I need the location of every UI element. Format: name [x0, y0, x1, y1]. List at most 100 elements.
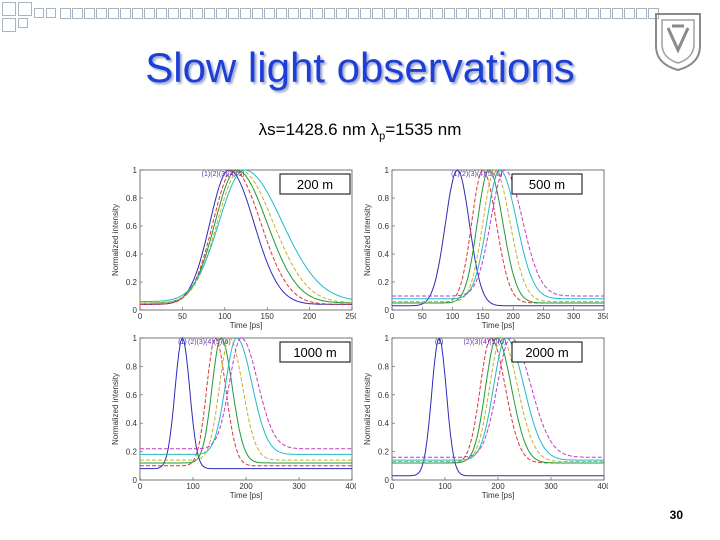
x-tick-label: 200: [303, 312, 317, 321]
decorative-square: [384, 8, 395, 19]
length-label: 2000 m: [525, 345, 568, 360]
decorative-square: [504, 8, 515, 19]
peak-labels: (2)(3)(4)(5)(6): [188, 339, 231, 346]
y-tick-label: 1: [385, 166, 390, 175]
decorative-square: [2, 2, 16, 16]
peak-labels: (2)(3)(4)(5)(6): [464, 339, 507, 346]
y-tick-label: 0.4: [126, 250, 138, 259]
decorative-square: [240, 8, 251, 19]
y-tick-label: 0: [385, 306, 390, 315]
decorative-squares: [0, 0, 720, 40]
decorative-square: [192, 8, 203, 19]
decorative-square: [228, 8, 239, 19]
x-tick-label: 150: [261, 312, 275, 321]
decorative-square: [480, 8, 491, 19]
decorative-square: [528, 8, 539, 19]
decorative-square: [108, 8, 119, 19]
chart-1000m: 0 0.2 0.4 0.6 0.8 1 0 100 200 300 400 Time [ps] Norm…: [108, 330, 356, 502]
y-tick-label: 1: [385, 334, 390, 343]
y-tick-label: 0.4: [378, 250, 390, 259]
y-axis-label: Normalized intensity: [111, 204, 120, 276]
x-tick-label: 50: [418, 312, 427, 321]
y-tick-label: 0: [385, 476, 390, 485]
series-line: [392, 337, 604, 477]
series-line: [140, 169, 352, 305]
series-line: [140, 337, 352, 455]
series-line: [140, 169, 352, 304]
x-tick-label: 100: [438, 482, 452, 491]
decorative-square: [180, 8, 191, 19]
decorative-square: [18, 2, 32, 16]
decorative-square: [420, 8, 431, 19]
x-tick-label: 0: [138, 482, 143, 491]
series-line: [392, 337, 604, 462]
y-tick-label: 0.4: [126, 419, 138, 428]
x-tick-label: 300: [544, 482, 558, 491]
y-tick-label: 0.6: [378, 222, 390, 231]
series-line: [392, 337, 604, 458]
series-line: [140, 169, 353, 303]
series-line: [140, 169, 353, 304]
first-peak-label: (1): [178, 339, 187, 346]
decorative-square: [300, 8, 311, 19]
series-line: [392, 169, 604, 307]
subtitle-subscript: p: [379, 130, 386, 143]
series-line: [392, 169, 604, 304]
decorative-square: [624, 8, 635, 19]
length-label: 500 m: [529, 177, 565, 192]
decorative-square: [600, 8, 611, 19]
y-tick-label: 0.6: [126, 391, 138, 400]
decorative-square: [492, 8, 503, 19]
x-tick-label: 0: [390, 312, 395, 321]
y-tick-label: 1: [133, 334, 138, 343]
decorative-square: [2, 18, 16, 32]
y-axis-label: Normalized intensity: [363, 373, 372, 445]
x-tick-label: 250: [345, 312, 356, 321]
y-tick-label: 0.8: [378, 362, 390, 371]
decorative-square: [564, 8, 575, 19]
decorative-square: [348, 8, 359, 19]
decorative-square: [60, 8, 71, 19]
x-tick-label: 400: [597, 482, 608, 491]
x-tick-label: 400: [345, 482, 356, 491]
decorative-square: [144, 8, 155, 19]
x-tick-label: 100: [218, 312, 232, 321]
decorative-square: [46, 8, 56, 18]
series-line: [140, 169, 352, 305]
y-tick-label: 0.6: [378, 391, 390, 400]
chart-500m: 0 0.2 0.4 0.6 0.8 1 0 50 100 150 200 250 300 350 Time …: [360, 162, 608, 332]
series-line: [392, 169, 604, 297]
series-line: [392, 169, 604, 300]
first-peak-label: (1): [435, 339, 444, 346]
y-tick-label: 0.8: [126, 362, 138, 371]
x-tick-label: 200: [506, 312, 520, 321]
decorative-square: [396, 8, 407, 19]
decorative-square: [96, 8, 107, 19]
decorative-square: [72, 8, 83, 19]
peak-labels: (1)(2)(3)(4)(5): [202, 171, 245, 178]
decorative-square: [636, 8, 647, 19]
x-tick-label: 300: [567, 312, 581, 321]
page-number: 30: [669, 508, 683, 522]
decorative-square: [468, 8, 479, 19]
series-line: [392, 337, 604, 461]
decorative-square: [288, 8, 299, 19]
x-tick-label: 350: [597, 312, 608, 321]
decorative-square: [252, 8, 263, 19]
decorative-square: [120, 8, 131, 19]
decorative-square: [132, 8, 143, 19]
decorative-square: [372, 8, 383, 19]
x-axis-label: Time [ps]: [230, 321, 263, 330]
decorative-square: [168, 8, 179, 19]
x-tick-label: 200: [239, 482, 253, 491]
length-label-box: [279, 173, 351, 195]
x-tick-label: 150: [476, 312, 490, 321]
length-label-box: [511, 173, 583, 195]
decorative-square: [264, 8, 275, 19]
y-axis-label: Normalized intensity: [111, 373, 120, 445]
decorative-square: [432, 8, 443, 19]
series-line: [140, 336, 352, 470]
series-line: [140, 337, 352, 467]
decorative-square: [34, 8, 44, 18]
y-tick-label: 0.4: [378, 419, 390, 428]
